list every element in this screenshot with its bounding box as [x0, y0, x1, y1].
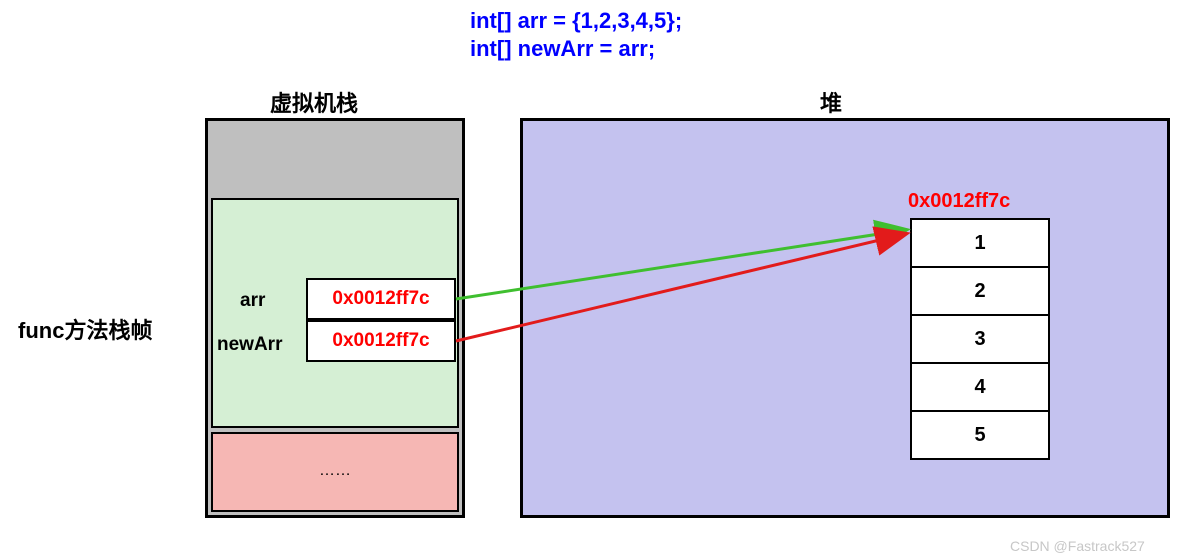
heap-cell-4: 5 — [910, 410, 1050, 460]
code-line-2: int[] newArr = arr; — [470, 36, 655, 62]
newarr-label: newArr — [217, 334, 282, 356]
heap-outer — [520, 118, 1170, 518]
frame-label: func方法栈帧 — [18, 313, 152, 345]
stack-frame-red-text: …… — [213, 462, 457, 480]
heap-cell-3-value: 4 — [974, 376, 985, 399]
heap-cell-1-value: 2 — [974, 280, 985, 303]
heap-address: 0x0012ff7c — [908, 190, 1010, 213]
stack-frame-red: …… — [211, 432, 459, 512]
heap-cell-0-value: 1 — [974, 232, 985, 255]
newarr-pointer-cell: 0x0012ff7c — [306, 320, 456, 362]
arr-pointer-value: 0x0012ff7c — [332, 288, 429, 310]
arr-pointer-cell: 0x0012ff7c — [306, 278, 456, 320]
heap-cell-2-value: 3 — [974, 328, 985, 351]
code-line-1: int[] arr = {1,2,3,4,5}; — [470, 8, 682, 34]
stack-heading: 虚拟机栈 — [270, 86, 358, 118]
arr-label: arr — [240, 290, 265, 312]
heap-cell-4-value: 5 — [974, 424, 985, 447]
heap-cell-0: 1 — [910, 218, 1050, 268]
heap-heading: 堆 — [820, 86, 842, 118]
heap-cell-3: 4 — [910, 362, 1050, 412]
watermark: CSDN @Fastrack527 — [1010, 538, 1145, 554]
heap-cell-1: 2 — [910, 266, 1050, 316]
newarr-pointer-value: 0x0012ff7c — [332, 330, 429, 352]
heap-cell-2: 3 — [910, 314, 1050, 364]
